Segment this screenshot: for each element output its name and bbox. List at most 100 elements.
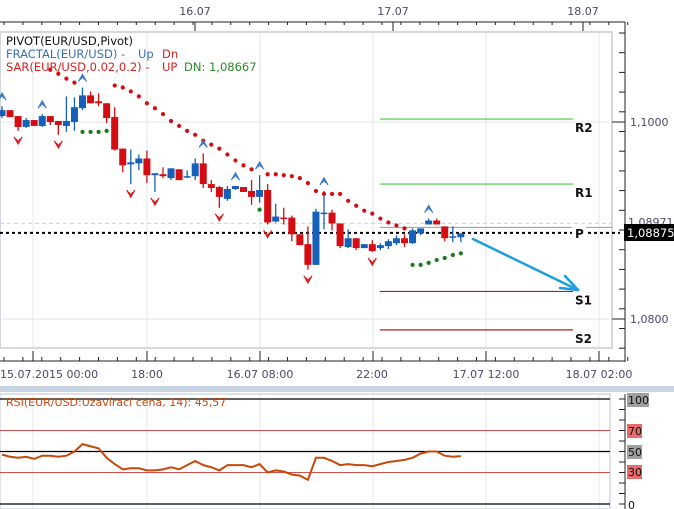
sar-dot [249, 167, 254, 172]
candle-down [328, 212, 336, 224]
rsi-level-label: 30 [628, 466, 642, 479]
candle-down [30, 120, 38, 126]
sar-dot [112, 83, 117, 88]
pivot-label-s2: S2 [575, 332, 592, 346]
sar-dot [177, 123, 182, 129]
candle-down [207, 184, 215, 189]
legend-sar-dn: DN: 1,08667 [184, 60, 257, 74]
fractal-up-icon [198, 139, 208, 148]
fractal-down-icon [53, 140, 63, 150]
fractal-up-icon [319, 176, 329, 186]
sar-dot [434, 257, 439, 263]
bottom-axis-label: 15.07.2015 00:00 [0, 368, 98, 381]
candle-down [288, 217, 296, 235]
candle-up [312, 211, 320, 265]
sar-dot [72, 80, 77, 85]
candle-down [143, 158, 151, 176]
candle-up [344, 238, 352, 248]
top-axis-label: 17.07 [377, 5, 409, 18]
candle-down [119, 148, 127, 166]
candle-down [296, 234, 304, 246]
sar-dot [394, 223, 399, 228]
candle-up [457, 233, 465, 238]
candle-up [151, 173, 159, 176]
fractal-down-icon [126, 189, 136, 199]
bottom-axis-label: 16.07 08:00 [227, 368, 294, 381]
candle-up [231, 186, 239, 189]
fractal-up-icon [230, 171, 241, 181]
price-plot-panel[interactable] [0, 31, 613, 349]
price-axis: 1,1000 1,0800 1,08971 [612, 22, 674, 362]
candle-down [46, 116, 54, 122]
sar-dot [48, 67, 53, 72]
candles [0, 87, 465, 270]
candle-down [248, 190, 256, 197]
sar-dot [442, 255, 447, 261]
pivot-label-r1: R1 [575, 186, 593, 200]
price-axis-label: 1,0800 [630, 313, 669, 326]
candle-up [449, 236, 457, 238]
sar-dot [265, 172, 270, 177]
candle-down [159, 174, 167, 177]
candle-up [191, 163, 199, 177]
candle-up [0, 110, 6, 117]
candle-up [127, 162, 135, 165]
sar-dot [209, 142, 214, 147]
sar-dot [321, 191, 327, 197]
fractal-up-icon [424, 204, 434, 213]
sar-dot [257, 207, 262, 212]
candle-up [79, 95, 86, 109]
sar-dot [386, 220, 391, 225]
sar-dot [281, 173, 286, 178]
sar-dot [410, 262, 415, 267]
gridlines [0, 33, 612, 347]
sar-dot [80, 129, 85, 134]
candle-down [240, 187, 247, 192]
sar-dot [450, 252, 455, 258]
rsi-level-label: 0 [628, 499, 635, 509]
sar-dot [354, 203, 359, 208]
sar-dot [329, 191, 335, 197]
sar-dot [56, 71, 61, 76]
legend-fractal-dn: Dn [162, 47, 178, 61]
sar-dot [136, 94, 141, 99]
sar-dot [289, 174, 294, 179]
legend-sar: SAR(EUR/USD,0.02,0.2) - [6, 60, 149, 74]
bottom-axis-label: 18:00 [131, 368, 163, 381]
sar-dots [48, 67, 463, 267]
sar-dot [346, 198, 351, 203]
sar-dot [273, 172, 278, 177]
candle-up [376, 245, 384, 249]
pivot-label-r2: R2 [575, 121, 593, 135]
candle-down [352, 238, 360, 249]
sar-dot [193, 132, 198, 137]
legend-fractal-up: Up [138, 47, 154, 61]
candle-down [175, 169, 183, 181]
rsi-level-label: 100 [628, 394, 649, 407]
bottom-axis-label: 18.07 02:00 [566, 368, 633, 381]
sar-dot [104, 128, 109, 133]
candle-down [95, 101, 103, 104]
candle-down [441, 226, 449, 239]
candle-up [135, 158, 143, 164]
candle-up [183, 176, 191, 178]
rsi-level-label: 50 [628, 446, 642, 459]
fractal-up-icon [37, 99, 47, 109]
forecast-arrow [471, 237, 580, 292]
sar-dot [402, 226, 407, 231]
sar-dot [241, 163, 246, 168]
legend-sar-up: UP [162, 60, 177, 74]
fractal-markers [0, 73, 434, 285]
top-time-axis: 16.07 17.07 18.07 [0, 5, 629, 33]
candle-down [6, 110, 14, 118]
panel-splitter[interactable] [0, 386, 674, 392]
sar-dot [378, 216, 383, 221]
fractal-down-icon [367, 257, 377, 267]
sar-dot [160, 112, 166, 117]
indicator-legend: PIVOT(EUR/USD,Pivot) FRACTAL(EUR/USD) - … [6, 34, 257, 74]
candle-up [417, 228, 425, 234]
fractal-down-icon [263, 230, 273, 239]
sar-dot [120, 85, 125, 90]
candle-down [14, 116, 22, 127]
